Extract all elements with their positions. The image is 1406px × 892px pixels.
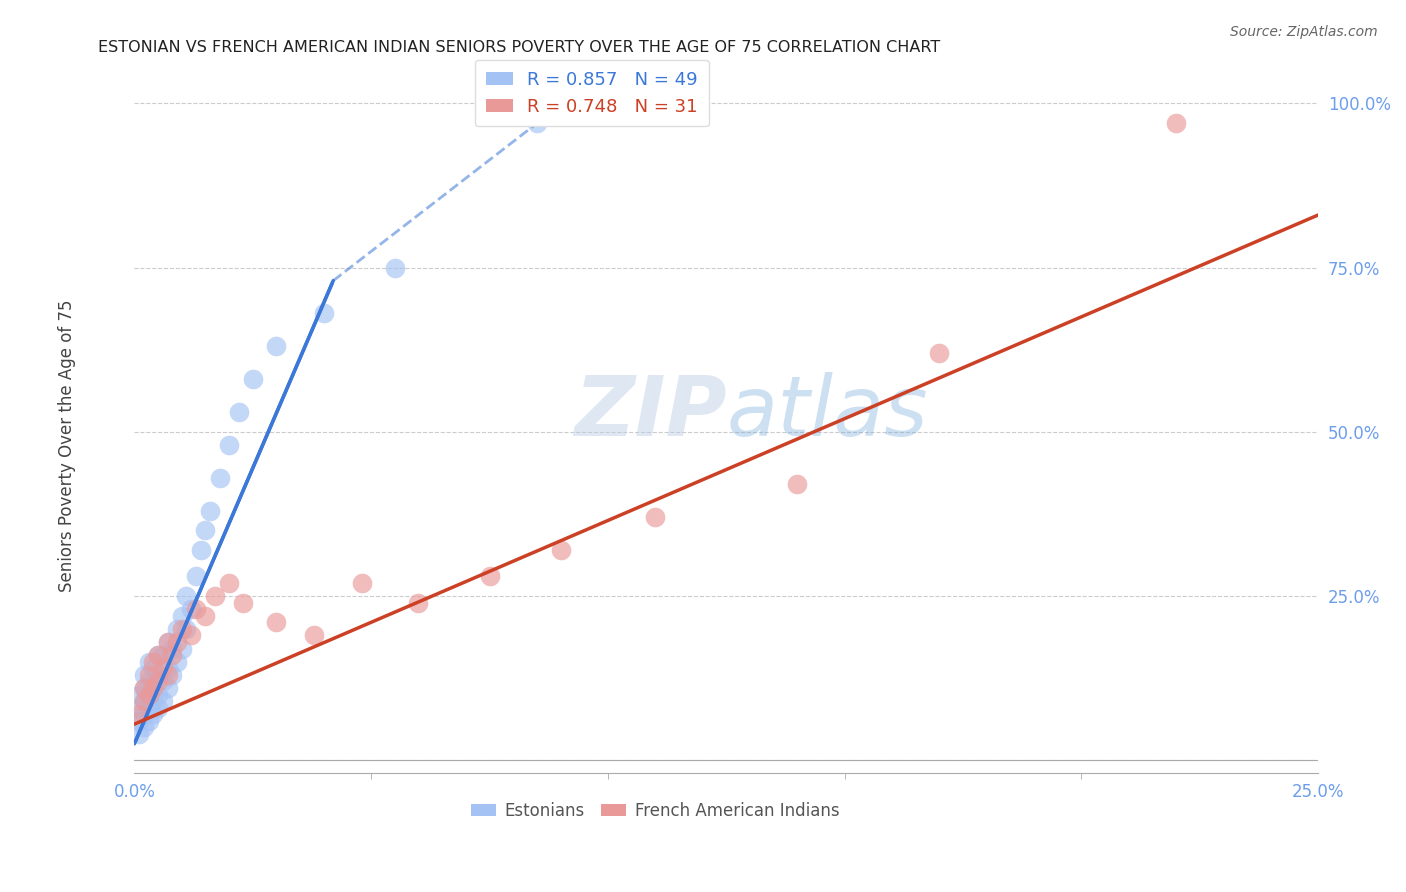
Point (142, 661, 165, 675)
Point (132, 694, 155, 708)
Point (146, 668, 169, 682)
Point (138, 700, 160, 714)
Point (156, 635, 179, 649)
Point (132, 721, 155, 735)
Point (138, 714, 160, 728)
Point (162, 641, 184, 656)
Point (162, 648, 184, 662)
Text: atlas: atlas (727, 372, 928, 452)
Legend: Estonians, French American Indians: Estonians, French American Indians (464, 795, 846, 827)
Point (304, 628, 326, 642)
Point (142, 681, 165, 695)
Point (128, 727, 150, 741)
Point (550, 543, 572, 558)
Point (384, 260, 406, 275)
Text: ZIP: ZIP (574, 372, 727, 452)
Point (128, 714, 150, 728)
Point (128, 688, 150, 702)
Point (176, 589, 198, 603)
Point (166, 622, 188, 636)
Point (166, 655, 188, 669)
Point (312, 306, 335, 320)
Point (786, 477, 808, 491)
Point (152, 661, 174, 675)
Point (142, 674, 165, 689)
Point (350, 575, 373, 590)
Point (180, 628, 202, 642)
Point (132, 681, 155, 695)
Point (146, 674, 169, 689)
Point (152, 674, 174, 689)
Point (156, 635, 179, 649)
Point (266, 339, 288, 353)
Point (162, 668, 184, 682)
Point (138, 674, 160, 689)
Point (208, 471, 231, 485)
Point (194, 608, 217, 623)
Point (138, 688, 160, 702)
Point (180, 602, 202, 616)
Point (170, 608, 193, 623)
Point (132, 694, 155, 708)
Point (242, 372, 264, 386)
Point (184, 602, 207, 616)
Point (218, 438, 240, 452)
Point (198, 503, 221, 517)
Point (204, 589, 226, 603)
Point (138, 688, 160, 702)
Point (156, 661, 179, 675)
Point (176, 622, 198, 636)
Point (266, 615, 288, 630)
Point (166, 635, 188, 649)
Point (142, 707, 165, 722)
Point (408, 596, 430, 610)
Text: Seniors Poverty Over the Age of 75: Seniors Poverty Over the Age of 75 (59, 300, 76, 592)
Point (146, 648, 169, 662)
Point (232, 596, 254, 610)
Point (170, 622, 193, 636)
Text: ESTONIAN VS FRENCH AMERICAN INDIAN SENIORS POVERTY OVER THE AGE OF 75 CORRELATIO: ESTONIAN VS FRENCH AMERICAN INDIAN SENIO… (98, 40, 941, 55)
Point (928, 346, 950, 360)
Point (142, 655, 165, 669)
Point (152, 648, 174, 662)
Point (132, 668, 155, 682)
Point (152, 694, 174, 708)
Point (138, 668, 160, 682)
Point (132, 707, 155, 722)
Point (146, 648, 169, 662)
Point (478, 569, 501, 583)
Point (184, 569, 207, 583)
Point (128, 700, 150, 714)
Point (218, 575, 240, 590)
Point (156, 668, 179, 682)
Point (146, 700, 169, 714)
Point (138, 655, 160, 669)
Point (228, 405, 250, 419)
Point (190, 543, 212, 558)
Point (146, 688, 169, 702)
Point (142, 694, 165, 708)
Point (194, 524, 217, 538)
Point (1166, 116, 1188, 130)
Point (132, 681, 155, 695)
Point (644, 510, 666, 524)
Point (170, 641, 193, 656)
Point (128, 707, 150, 722)
Point (156, 681, 179, 695)
Text: Source: ZipAtlas.com: Source: ZipAtlas.com (1230, 25, 1378, 39)
Point (526, 116, 548, 130)
